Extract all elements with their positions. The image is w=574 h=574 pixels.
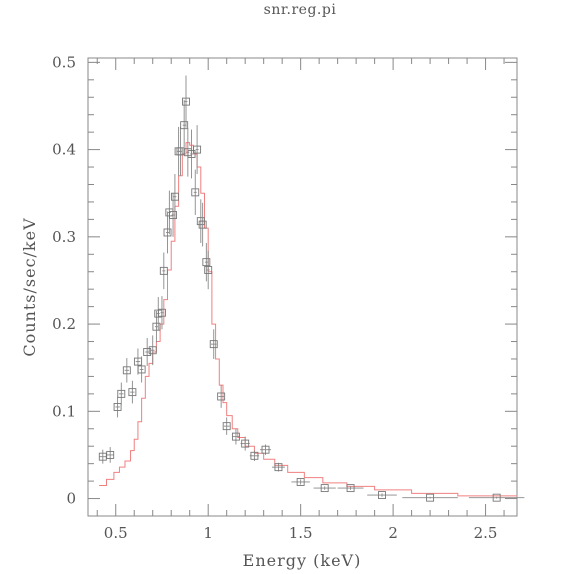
x-axis-label: Energy (keV) — [243, 551, 362, 570]
y-tick-label: 0 — [66, 490, 76, 508]
data-point — [209, 329, 218, 359]
data-point — [113, 396, 122, 418]
data-marker — [170, 192, 179, 201]
data-point — [222, 417, 231, 435]
data-point — [176, 126, 185, 176]
data-point — [122, 358, 131, 383]
data-point — [259, 444, 272, 455]
y-axis-label: Counts/sec/keV — [20, 217, 39, 356]
data-marker — [128, 388, 137, 397]
data-point — [367, 491, 397, 500]
data-marker — [182, 97, 190, 106]
data-point — [202, 242, 211, 282]
data-point — [402, 493, 458, 502]
data-marker — [158, 308, 166, 317]
data-marker — [274, 463, 283, 472]
data-point — [240, 436, 250, 451]
data-marker — [231, 432, 240, 441]
y-tick-label: 0.4 — [52, 141, 76, 159]
data-point — [106, 447, 115, 463]
data-marker — [209, 340, 218, 349]
data-marker — [261, 445, 270, 454]
data-marker — [320, 484, 329, 493]
data-marker — [159, 266, 168, 275]
data-point — [143, 338, 152, 366]
data-marker — [163, 228, 172, 237]
data-points — [98, 75, 525, 502]
data-point — [204, 250, 213, 290]
data-marker — [296, 478, 305, 486]
tick-labels: 0.5 1 1.5 2 2.5 0 0.1 0.2 0.3 0.4 0.5 — [52, 53, 497, 542]
data-point — [148, 335, 157, 366]
data-point — [217, 385, 226, 408]
data-marker — [187, 150, 196, 158]
data-point — [159, 252, 168, 290]
data-marker — [250, 451, 259, 460]
data-marker — [193, 145, 202, 154]
data-marker — [217, 392, 226, 401]
data-marker — [169, 211, 178, 219]
data-marker — [191, 188, 200, 197]
data-point — [249, 450, 260, 462]
data-point — [337, 484, 364, 493]
x-tick-label: 1.5 — [289, 524, 313, 542]
data-point — [158, 296, 166, 330]
data-marker — [113, 403, 122, 411]
x-tick-label: 2 — [388, 524, 398, 542]
data-point — [231, 428, 240, 445]
data-marker — [137, 365, 146, 374]
y-tick-label: 0.1 — [52, 402, 76, 420]
data-marker — [492, 493, 501, 502]
data-point — [182, 75, 190, 128]
data-marker — [346, 484, 355, 493]
data-marker — [117, 389, 126, 398]
data-point — [271, 462, 285, 472]
x-tick-label: 0.5 — [104, 524, 128, 542]
data-marker — [106, 450, 115, 459]
x-tick-label: 2.5 — [474, 524, 498, 542]
data-point — [468, 493, 525, 502]
data-point — [170, 174, 179, 220]
y-tick-label: 0.5 — [52, 53, 76, 71]
data-marker — [143, 348, 152, 356]
data-marker — [378, 491, 386, 500]
data-point — [198, 202, 207, 247]
y-tick-label: 0.2 — [52, 315, 76, 333]
data-point — [128, 380, 137, 404]
data-marker — [180, 121, 189, 130]
data-point — [98, 449, 107, 464]
data-point — [187, 129, 196, 179]
data-point — [137, 356, 146, 383]
axis-ticks — [88, 58, 517, 517]
data-marker — [202, 258, 211, 267]
data-marker — [198, 220, 207, 229]
data-point — [163, 211, 172, 254]
data-point — [313, 484, 336, 493]
data-marker — [426, 493, 435, 502]
data-marker — [122, 366, 131, 375]
chart-title: snr.reg.pi — [264, 2, 337, 18]
data-point — [193, 125, 202, 175]
data-marker — [222, 422, 231, 431]
data-marker — [241, 439, 250, 448]
data-point — [117, 382, 126, 406]
data-marker — [152, 322, 161, 331]
plot-frame — [87, 57, 518, 517]
data-point — [191, 169, 200, 216]
data-marker — [204, 266, 213, 274]
x-tick-label: 1 — [203, 524, 213, 542]
data-point — [180, 99, 189, 151]
data-point — [152, 310, 161, 343]
data-point — [291, 478, 310, 486]
y-tick-label: 0.3 — [52, 228, 76, 246]
data-marker — [148, 346, 157, 355]
